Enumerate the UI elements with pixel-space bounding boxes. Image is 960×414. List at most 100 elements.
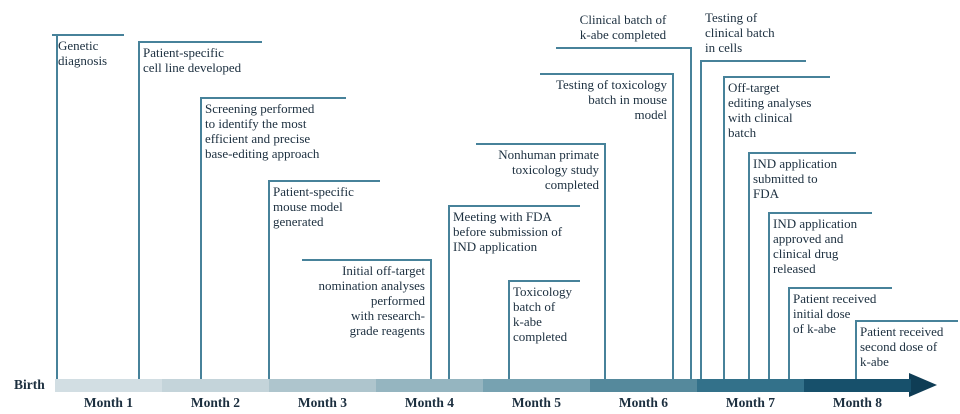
off-target-clinical-analyses-stem	[723, 76, 725, 379]
month-5-label: Month 5	[511, 395, 562, 410]
genetic-diagnosis-label: Genetic diagnosis	[58, 38, 107, 68]
off-target-clinical-analyses-cap	[723, 76, 830, 78]
fda-meeting-label: Meeting with FDA before submission of IND …	[453, 209, 562, 254]
milestone-text-line: clinical drug	[773, 246, 839, 261]
month-8-label: Month 8	[832, 395, 883, 410]
milestone-text-line: completed	[544, 177, 599, 192]
mouse-model-generated-cap	[268, 180, 380, 182]
initial-dose-received-label: Patient received initial dose of k-abe	[793, 291, 876, 336]
second-dose-received-label: Patient received second dose of k-abe	[860, 324, 943, 369]
milestone-text-line: in cells	[705, 40, 743, 55]
milestone-text-line: released	[773, 261, 816, 276]
milestone-text-line: nomination analyses	[318, 278, 425, 293]
toxicology-batch-completed-stem	[508, 280, 510, 379]
milestone-text-line: Screening performed	[205, 101, 315, 116]
toxicology-batch-mouse-testing-stem	[672, 73, 674, 379]
milestone-text-line: of k-abe	[793, 321, 836, 336]
milestone-text-line: Patient received	[793, 291, 877, 306]
toxicology-batch-completed-cap	[508, 280, 580, 282]
milestone-text-line: grade reagents	[349, 323, 425, 338]
milestone-text-line: batch of	[513, 299, 556, 314]
initial-dose-received-stem	[788, 287, 790, 379]
milestone-text-line: Patient received	[860, 324, 944, 339]
milestone-text-line: generated	[273, 214, 324, 229]
nhp-toxicology-completed-label: Nonhuman primate toxicology study complete…	[498, 147, 599, 192]
milestone-text-line: diagnosis	[58, 53, 108, 68]
off-target-clinical-analyses-label: Off-target editing analyses with clinical b…	[728, 80, 811, 140]
off-target-nomination-label: Initial off-target nomination analyses per…	[318, 263, 425, 338]
milestone-text-line: k-abe	[860, 354, 889, 369]
milestone-text-line: IND application	[773, 216, 858, 231]
cell-line-developed-label: Patient-specific cell line developed	[143, 45, 241, 75]
milestone-text-line: performed	[370, 293, 425, 308]
month-5-segment	[483, 379, 590, 392]
genetic-diagnosis-stem	[56, 34, 58, 379]
milestone-text-line: approved and	[773, 231, 844, 246]
clinical-batch-completed-stem	[690, 47, 692, 379]
clinical-batch-completed-label: Clinical batch of k-abe completed	[556, 12, 690, 42]
ind-application-approved-stem	[768, 212, 770, 379]
initial-dose-received-cap	[788, 287, 892, 289]
nhp-toxicology-completed-cap	[476, 143, 604, 145]
toxicology-batch-mouse-testing-label: Testing of toxicology batch in mouse model	[556, 77, 667, 122]
milestone-text-line: base-editing approach	[205, 146, 320, 161]
ind-application-submitted-cap	[748, 152, 856, 154]
clinical-batch-cell-testing-stem	[700, 60, 702, 379]
milestone-text-line: to identify the most	[205, 116, 307, 131]
milestone-text-line: mouse model	[273, 199, 343, 214]
milestone-text-line: Initial off-target	[342, 263, 425, 278]
month-2-segment	[162, 379, 269, 392]
milestone-text-line: Off-target	[728, 80, 780, 95]
milestone-text-line: Patient-specific	[143, 45, 224, 60]
milestone-text-line: k-abe completed	[579, 27, 667, 42]
month-6-segment	[590, 379, 697, 392]
milestone-text-line: FDA	[753, 186, 780, 201]
milestone-text-line: Toxicology	[513, 284, 573, 299]
milestone-text-line: k-abe	[513, 314, 542, 329]
month-4-segment	[376, 379, 483, 392]
milestone-text-line: editing analyses	[728, 95, 812, 110]
month-3-segment	[269, 379, 376, 392]
month-2-label: Month 2	[190, 395, 241, 410]
ind-application-approved-cap	[768, 212, 872, 214]
milestone-text-line: with clinical	[728, 110, 793, 125]
month-7-label: Month 7	[725, 395, 776, 410]
milestone-text-line: Testing of toxicology	[555, 77, 667, 92]
month-3-label: Month 3	[297, 395, 348, 410]
fda-meeting-cap	[448, 205, 580, 207]
clinical-batch-completed-cap	[556, 47, 690, 49]
milestone-text-line: IND application	[753, 156, 838, 171]
milestone-text-line: with research-	[351, 308, 425, 323]
milestone-text-line: cell line developed	[143, 60, 242, 75]
month-1-segment	[55, 379, 162, 392]
toxicology-batch-completed-label: Toxicology batch of k-abe completed	[513, 284, 572, 344]
milestone-text-line: Nonhuman primate	[498, 147, 599, 162]
nhp-toxicology-completed-stem	[604, 143, 606, 379]
fda-meeting-stem	[448, 205, 450, 379]
base-editing-screening-cap	[200, 97, 346, 99]
milestone-text-line: completed	[513, 329, 568, 344]
milestone-text-line: clinical batch	[705, 25, 775, 40]
second-dose-received-stem	[855, 320, 857, 379]
timeline-arrowhead-icon	[909, 373, 937, 397]
second-dose-received-cap	[855, 320, 958, 322]
off-target-nomination-cap	[302, 259, 430, 261]
milestone-text-line: Genetic	[58, 38, 99, 53]
month-7-segment	[697, 379, 804, 392]
milestone-text-line: second dose of	[860, 339, 938, 354]
milestone-text-line: toxicology study	[511, 162, 599, 177]
ind-application-submitted-label: IND application submitted to FDA	[753, 156, 837, 201]
birth-label: Birth	[14, 377, 45, 392]
milestone-text-line: batch in mouse	[588, 92, 667, 107]
month-8-segment	[804, 379, 911, 392]
toxicology-batch-mouse-testing-cap	[540, 73, 672, 75]
base-editing-screening-stem	[200, 97, 202, 379]
ind-application-approved-label: IND application approved and clinical drug…	[773, 216, 857, 276]
milestone-text-line: batch	[728, 125, 757, 140]
milestone-text-line: Clinical batch of	[579, 12, 667, 27]
ind-application-submitted-stem	[748, 152, 750, 379]
clinical-batch-cell-testing-cap	[700, 60, 806, 62]
clinical-batch-cell-testing-label: Testing of clinical batch in cells	[705, 10, 775, 55]
cell-line-developed-cap	[138, 41, 262, 43]
